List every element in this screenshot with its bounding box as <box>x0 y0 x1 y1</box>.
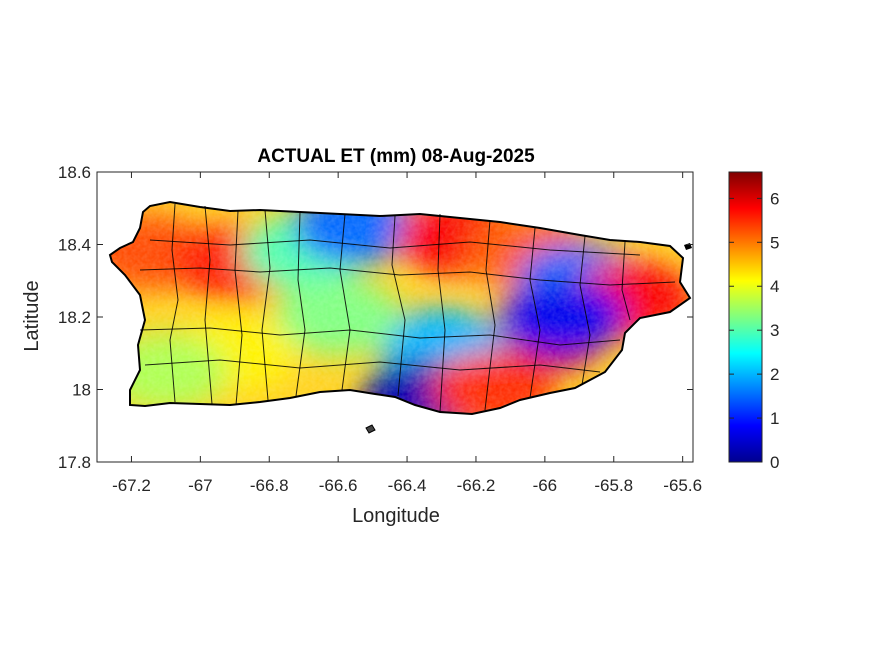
y-tick-label: 18.2 <box>58 308 91 327</box>
x-tick-label: -65.8 <box>594 476 633 495</box>
x-tick-label: -66.2 <box>457 476 496 495</box>
y-tick-label: 18.4 <box>58 236 91 255</box>
y-tick-label: 18 <box>72 381 91 400</box>
y-tick-label: 18.6 <box>58 163 91 182</box>
colorbar-ticks: 0 1 2 3 4 5 6 <box>729 189 779 472</box>
x-axis-ticks: -67.2 -67 -66.8 -66.6 -66.4 -66.2 -66 -65.8 -65.… <box>112 172 702 495</box>
colorbar-gradient <box>728 171 763 463</box>
plot-title: ACTUAL ET (mm) 08-Aug-2025 <box>257 146 535 167</box>
x-tick-label: -67 <box>188 476 213 495</box>
colorbar-tick-label: 2 <box>770 365 779 384</box>
plot-area: -67.2 -67 -66.8 -66.6 -66.4 -66.2 -66 -65.8 -65.… <box>58 163 702 495</box>
x-tick-label: -66.4 <box>388 476 427 495</box>
y-axis-title: Latitude <box>21 280 43 351</box>
colorbar-tick-label: 0 <box>770 453 779 472</box>
colorbar-tick-label: 3 <box>770 321 779 340</box>
islet-caja-de-muertos <box>365 424 376 434</box>
colorbar-tick-label: 5 <box>770 233 779 252</box>
colorbar-tick-label: 6 <box>770 189 779 208</box>
colorbar-tick-label: 4 <box>770 277 779 296</box>
x-axis-title: Longitude <box>352 505 440 527</box>
x-tick-label: -66.6 <box>319 476 358 495</box>
x-tick-label: -65.6 <box>663 476 702 495</box>
x-tick-label: -67.2 <box>112 476 151 495</box>
x-tick-label: -66 <box>533 476 558 495</box>
municipality-borders <box>139 203 676 413</box>
heatmap-island <box>110 202 690 414</box>
y-axis-ticks: 17.8 18 18.2 18.4 18.6 <box>58 163 693 472</box>
colorbar-tick-label: 1 <box>770 409 779 428</box>
x-tick-label: -66.8 <box>250 476 289 495</box>
colorbar: 0 1 2 3 4 5 6 <box>728 171 779 472</box>
y-tick-label: 17.8 <box>58 453 91 472</box>
